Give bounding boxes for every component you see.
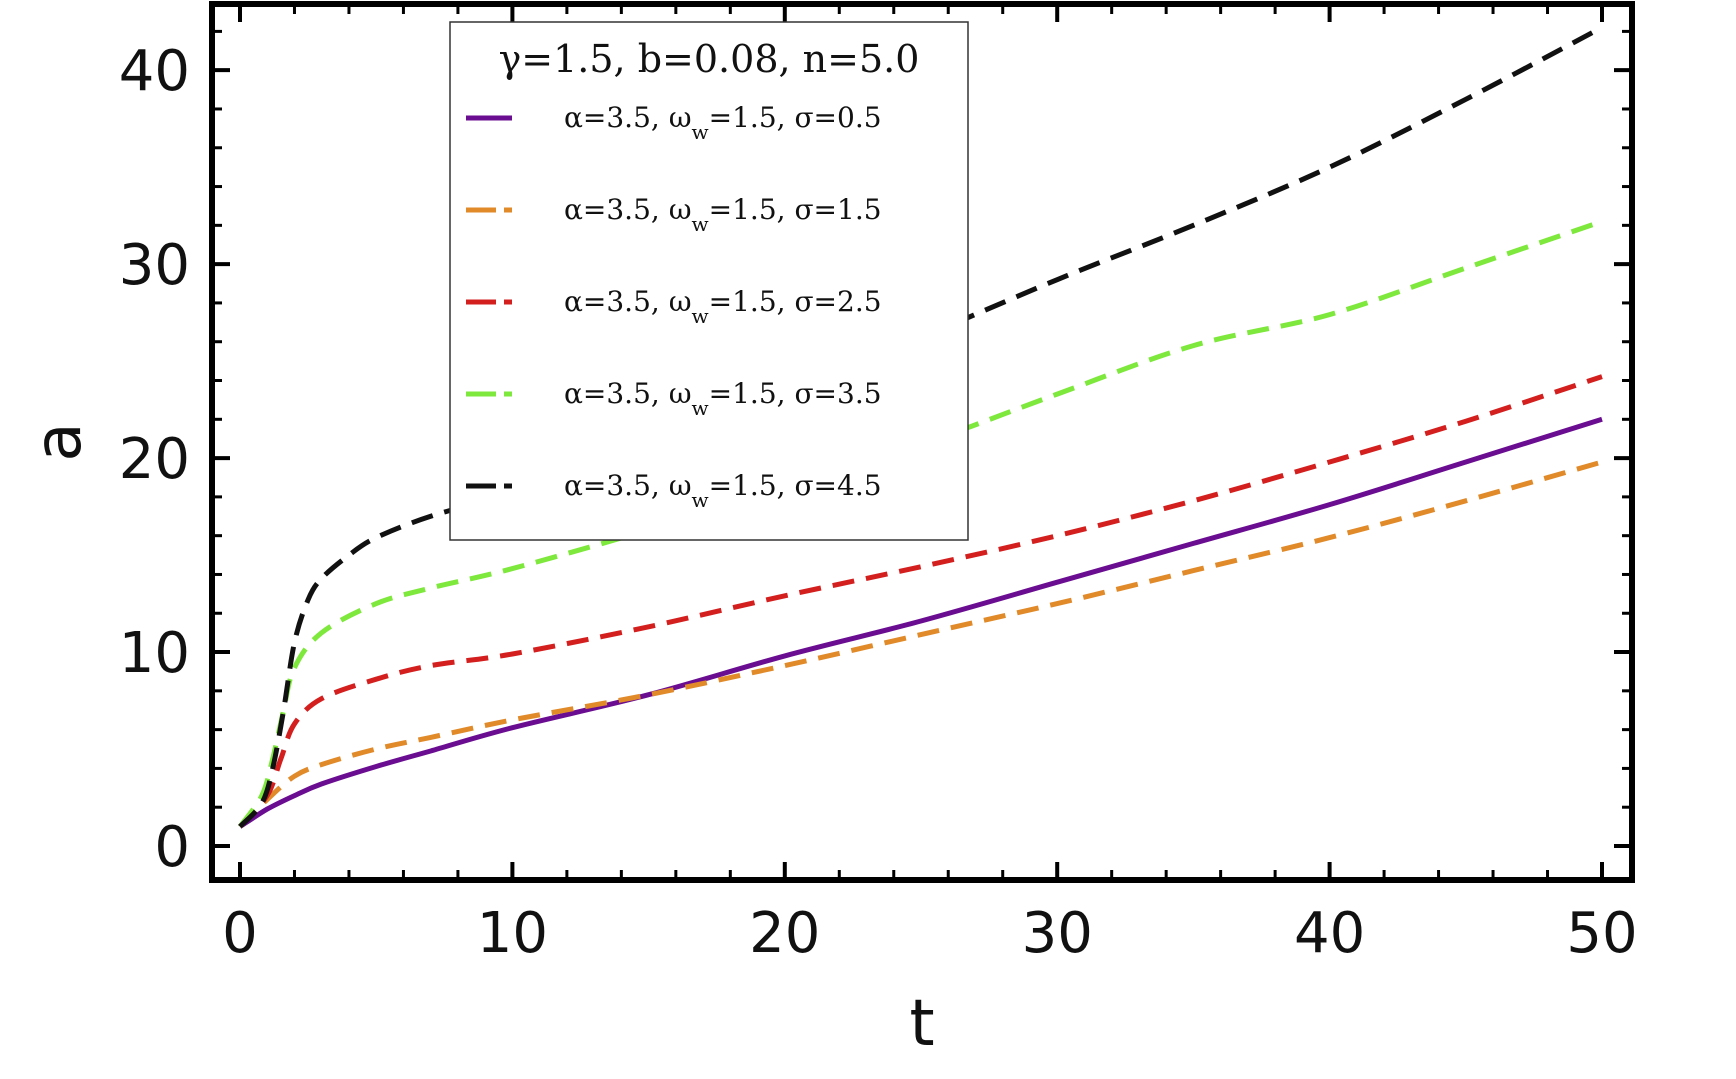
y-tick-label: 0 bbox=[154, 815, 190, 880]
legend-title: γ=1.5, b=0.08, n=5.0 bbox=[499, 37, 920, 81]
series-line-2 bbox=[238, 459, 1603, 829]
series-line-3 bbox=[238, 374, 1603, 829]
legend-entries: α=3.5, ωw=1.5, σ=0.5 α=3.5, ωw=1.5, σ=1.5… bbox=[466, 101, 882, 512]
series-line-1 bbox=[238, 416, 1603, 829]
y-tick-label: 40 bbox=[119, 39, 190, 104]
y-tick-label: 10 bbox=[119, 621, 190, 686]
x-tick-label: 20 bbox=[749, 901, 820, 966]
legend-label-5: α=3.5, ωw=1.5, σ=4.5 bbox=[564, 469, 882, 512]
legend: γ=1.5, b=0.08, n=5.0 α=3.5, ωw=1.5, σ=0.… bbox=[449, 21, 969, 541]
x-axis-label: t bbox=[909, 987, 934, 1061]
y-axis-label: a bbox=[22, 422, 96, 461]
x-tick-label: 10 bbox=[477, 901, 548, 966]
x-tick-label: 50 bbox=[1566, 901, 1637, 966]
series-layer bbox=[237, 25, 1604, 829]
plot-frame bbox=[209, 1, 1635, 883]
y-tick-label: 30 bbox=[119, 233, 190, 298]
x-tick-label: 40 bbox=[1294, 901, 1365, 966]
legend-box bbox=[449, 21, 969, 541]
legend-label-1: α=3.5, ωw=1.5, σ=0.5 bbox=[564, 101, 882, 144]
x-tick-label: 0 bbox=[222, 901, 258, 966]
legend-label-4: α=3.5, ωw=1.5, σ=3.5 bbox=[564, 377, 882, 420]
legend-label-2: α=3.5, ωw=1.5, σ=1.5 bbox=[564, 193, 882, 236]
x-tick-label: 30 bbox=[1022, 901, 1093, 966]
legend-label-3: α=3.5, ωw=1.5, σ=2.5 bbox=[564, 285, 882, 328]
label-layer: 0 10 20 30 40 50 0 10 20 30 40 bbox=[119, 39, 1638, 966]
y-tick-label: 20 bbox=[119, 427, 190, 492]
